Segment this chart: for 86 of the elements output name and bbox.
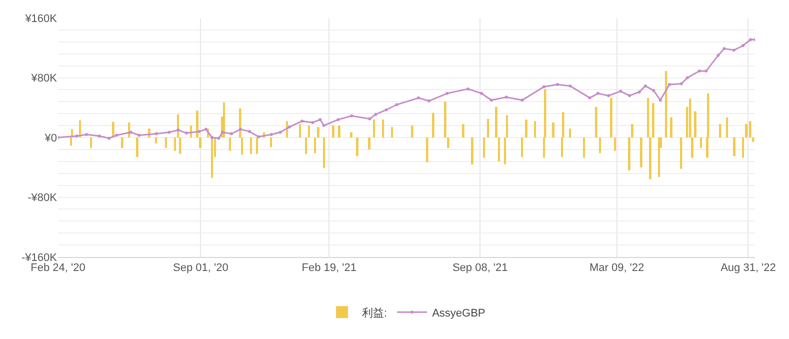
bar <box>338 126 340 138</box>
y-tick-label: -¥80K <box>28 192 58 204</box>
bar <box>368 138 370 150</box>
bar <box>504 138 506 164</box>
bar <box>552 122 554 138</box>
bar <box>199 138 202 148</box>
bar <box>610 98 612 138</box>
y-tick-label: ¥80K <box>30 72 58 85</box>
bar <box>308 126 310 138</box>
bar <box>649 138 652 180</box>
bar <box>700 138 702 148</box>
bar <box>299 124 301 138</box>
bar <box>745 124 748 138</box>
bar <box>426 138 428 162</box>
bar <box>498 138 500 162</box>
bar <box>670 117 672 138</box>
bar <box>332 126 334 138</box>
bar <box>534 121 536 138</box>
bar <box>270 138 272 148</box>
bar <box>652 103 654 138</box>
bar <box>742 138 744 158</box>
bar <box>382 120 384 138</box>
bar <box>136 138 138 157</box>
bar <box>726 117 728 138</box>
x-tick-label: Mar 09, '22 <box>589 262 644 274</box>
bar <box>595 106 598 138</box>
bar <box>155 138 158 144</box>
x-tick-label: Feb 24, '20 <box>30 262 86 274</box>
bar <box>462 124 464 138</box>
y-tick-label: -¥160K <box>22 252 58 264</box>
legend-label: 利益: <box>362 306 388 320</box>
y-tick-label: ¥0 <box>44 132 57 144</box>
bar <box>631 124 634 138</box>
x-tick-label: Feb 19, '21 <box>302 262 356 274</box>
bar <box>317 127 320 138</box>
bar <box>749 121 752 138</box>
bar <box>411 126 414 138</box>
x-tick-label: Aug 31, '22 <box>720 262 776 274</box>
bar <box>506 115 508 138</box>
bar <box>305 138 307 154</box>
bar <box>196 110 198 138</box>
bar <box>250 138 252 154</box>
bar <box>487 118 490 138</box>
bar <box>90 138 92 148</box>
bar <box>583 138 585 158</box>
bar <box>599 138 602 154</box>
bar <box>628 138 630 170</box>
legend-label: AssyeGBP <box>432 307 486 320</box>
bar <box>521 138 523 157</box>
bar <box>79 120 81 138</box>
bar <box>689 98 692 138</box>
bar <box>179 138 182 154</box>
bar <box>229 138 231 151</box>
bar <box>444 102 446 138</box>
bar <box>719 124 722 138</box>
bar <box>174 138 176 151</box>
bar <box>752 138 754 142</box>
bar <box>733 138 736 156</box>
bar <box>165 138 167 148</box>
bar <box>658 138 660 178</box>
x-tick-label: Sep 08, '21 <box>452 262 508 274</box>
bar <box>356 138 358 156</box>
bar <box>350 132 352 138</box>
bar <box>323 138 325 168</box>
bar <box>680 138 682 169</box>
bar <box>391 127 393 138</box>
bar <box>432 112 434 138</box>
bar <box>614 138 616 151</box>
bar <box>447 138 450 148</box>
bar <box>211 138 213 178</box>
bar <box>483 138 485 158</box>
bar <box>373 120 375 138</box>
bar <box>694 111 696 138</box>
bar <box>121 138 124 148</box>
bar <box>665 71 668 138</box>
bar <box>569 128 571 138</box>
bar <box>647 98 650 138</box>
y-tick-label: ¥160K <box>24 12 58 25</box>
bar <box>691 138 694 158</box>
x-tick-label: Sep 01, '20 <box>173 262 228 274</box>
bar <box>112 122 114 138</box>
bar <box>314 138 316 154</box>
bar <box>495 106 498 138</box>
bar <box>640 138 642 168</box>
bar <box>471 138 474 164</box>
bar <box>525 120 528 138</box>
